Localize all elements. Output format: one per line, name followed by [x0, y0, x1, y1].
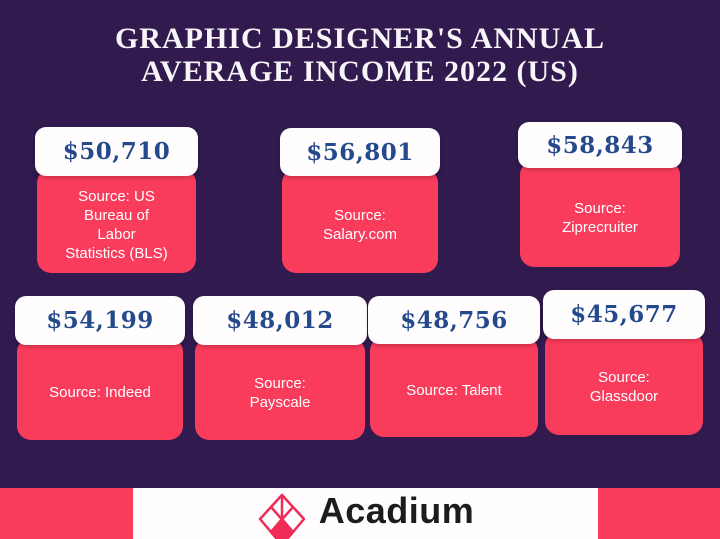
income-card-glassdoor: $45,677 Source: Glassdoor — [543, 290, 705, 435]
income-card-salarycom: $56,801 Source: Salary.com — [280, 128, 440, 273]
income-amount: $45,677 — [543, 290, 705, 339]
income-card-indeed: $54,199 Source: Indeed — [15, 296, 185, 440]
footer-band: Acadium — [0, 488, 720, 539]
income-card-ziprecruiter: $58,843 Source: Ziprecruiter — [518, 122, 682, 267]
income-amount: $54,199 — [15, 296, 185, 345]
income-source: Source: Indeed — [17, 338, 183, 440]
income-amount: $58,843 — [518, 122, 682, 168]
footer-brand-bar: Acadium — [133, 488, 598, 539]
income-source: Source: Glassdoor — [545, 332, 703, 435]
income-amount: $48,756 — [368, 296, 540, 344]
income-amount: $56,801 — [280, 128, 440, 176]
page-title-line1: GRAPHIC DESIGNER'S ANNUAL — [114, 22, 606, 55]
page-title: GRAPHIC DESIGNER'S ANNUAL AVERAGE INCOME… — [0, 22, 720, 88]
income-source: Source: US Bureau of Labor Statistics (B… — [37, 169, 196, 273]
income-source: Source: Ziprecruiter — [520, 161, 680, 267]
income-card-talent: $48,756 Source: Talent — [368, 296, 540, 437]
acadium-kite-logo-icon — [258, 493, 305, 539]
income-card-payscale: $48,012 Source: Payscale — [193, 296, 367, 440]
income-card-bls: $50,710 Source: US Bureau of Labor Stati… — [35, 127, 198, 273]
page-title-line2: AVERAGE INCOME 2022 (US) — [141, 55, 579, 88]
income-source: Source: Salary.com — [282, 169, 438, 273]
income-amount: $48,012 — [193, 296, 367, 345]
income-amount: $50,710 — [35, 127, 198, 176]
income-source: Source: Payscale — [195, 338, 365, 440]
income-source: Source: Talent — [370, 337, 538, 437]
brand-name: Acadium — [318, 490, 475, 531]
brand-lockup: Acadium — [257, 488, 475, 539]
